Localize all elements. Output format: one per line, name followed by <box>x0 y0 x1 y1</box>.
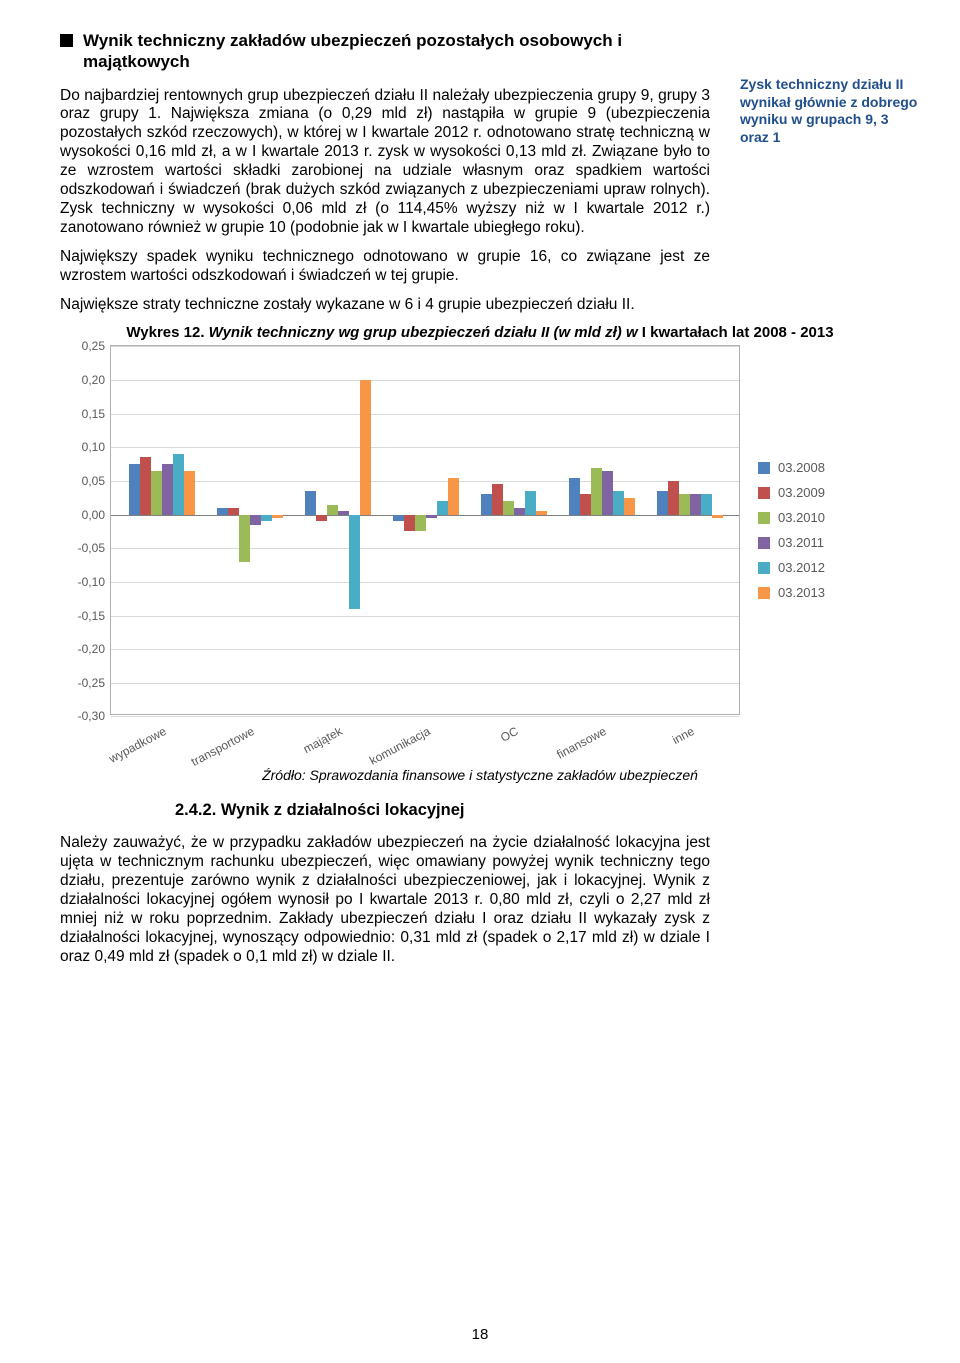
legend-item: 03.2009 <box>758 485 880 500</box>
y-tick-label: -0,20 <box>63 642 105 656</box>
chart-bar <box>525 491 536 515</box>
chart-bar <box>492 484 503 514</box>
chart-bar <box>250 515 261 525</box>
chart-bar <box>349 515 360 609</box>
y-tick-label: 0,15 <box>63 407 105 421</box>
margin-note: Zysk techniczny działu II wynikał główni… <box>740 76 920 146</box>
chart-bar <box>151 471 162 515</box>
chart-plot-area: 0,250,200,150,100,050,00-0,05-0,10-0,15-… <box>110 345 740 715</box>
paragraph-2: Największy spadek wyniku technicznego od… <box>60 248 710 286</box>
chart-bar <box>338 511 349 514</box>
chart-bar <box>173 454 184 515</box>
y-tick-label: -0,05 <box>63 541 105 555</box>
chart-bar <box>569 478 580 515</box>
chart-bar <box>536 511 547 514</box>
chart-bar <box>360 380 371 515</box>
legend-swatch <box>758 537 770 549</box>
y-tick-label: 0,25 <box>63 339 105 353</box>
page-number: 18 <box>0 1326 960 1343</box>
chart-bar <box>129 464 140 514</box>
chart-bar <box>624 498 635 515</box>
legend-label: 03.2011 <box>778 535 824 550</box>
chart-bar <box>327 505 338 515</box>
chart-bar <box>690 494 701 514</box>
legend-label: 03.2010 <box>778 510 825 525</box>
heading-text: Wynik techniczny zakładów ubezpieczeń po… <box>83 30 710 73</box>
chart-bar <box>580 494 591 514</box>
chart-bar <box>602 471 613 515</box>
legend-label: 03.2012 <box>778 560 825 575</box>
chart-bar <box>426 515 437 518</box>
chart-bar <box>217 508 228 515</box>
chart-bar <box>503 501 514 514</box>
section-heading: Wynik techniczny zakładów ubezpieczeń po… <box>60 30 710 73</box>
chart-bar <box>415 515 426 532</box>
bullet-icon <box>60 34 73 47</box>
chart-bar <box>712 515 723 518</box>
y-tick-label: 0,10 <box>63 440 105 454</box>
legend-swatch <box>758 562 770 574</box>
y-tick-label: -0,10 <box>63 575 105 589</box>
chart-title-normal: I kwartałach <box>642 324 732 341</box>
chart-bar <box>239 515 250 562</box>
legend-label: 03.2009 <box>778 485 825 500</box>
legend-label: 03.2013 <box>778 585 825 600</box>
y-tick-label: 0,20 <box>63 373 105 387</box>
chart-bar <box>701 494 712 514</box>
paragraph-1: Do najbardziej rentownych grup ubezpiecz… <box>60 87 710 238</box>
y-tick-label: 0,05 <box>63 474 105 488</box>
chart-title: Wykres 12. Wynik techniczny wg grup ubez… <box>60 324 900 341</box>
legend-item: 03.2012 <box>758 560 880 575</box>
chart-bar <box>679 494 690 514</box>
chart-bar <box>228 508 239 515</box>
chart-bar <box>404 515 415 532</box>
chart-bar <box>591 468 602 515</box>
chart-bar <box>305 491 316 515</box>
legend-swatch <box>758 512 770 524</box>
y-tick-label: -0,15 <box>63 609 105 623</box>
chart-bar <box>393 515 404 522</box>
legend-item: 03.2013 <box>758 585 880 600</box>
chart-bar <box>448 478 459 515</box>
legend-item: 03.2010 <box>758 510 880 525</box>
chart-bar <box>437 501 448 514</box>
subsection-heading: 2.4.2. Wynik z działalności lokacyjnej <box>175 801 900 820</box>
y-tick-label: -0,25 <box>63 676 105 690</box>
chart-bar <box>316 515 327 522</box>
legend-swatch <box>758 487 770 499</box>
chart-bar <box>657 491 668 515</box>
chart-bar <box>481 494 492 514</box>
legend-swatch <box>758 462 770 474</box>
legend-label: 03.2008 <box>778 460 825 475</box>
chart-legend: 03.2008 03.2009 03.2010 03.2011 03.2012 03.20… <box>740 345 880 715</box>
chart-bar <box>184 471 195 515</box>
chart-title-suffix: lat 2008 - 2013 <box>732 324 834 341</box>
chart-bar <box>140 457 151 514</box>
y-tick-label: -0,30 <box>63 709 105 723</box>
chart-title-prefix: Wykres 12. <box>126 324 204 341</box>
y-tick-label: 0,00 <box>63 508 105 522</box>
legend-item: 03.2008 <box>758 460 880 475</box>
chart-container: 0,250,200,150,100,050,00-0,05-0,10-0,15-… <box>60 345 900 715</box>
chart-bar <box>261 515 272 522</box>
legend-swatch <box>758 587 770 599</box>
legend-item: 03.2011 <box>758 535 880 550</box>
paragraph-4: Należy zauważyć, że w przypadku zakładów… <box>60 834 710 966</box>
chart-bar <box>668 481 679 515</box>
chart-bar <box>162 464 173 514</box>
chart-bar <box>514 508 525 515</box>
chart-bar <box>272 515 283 518</box>
chart-title-italic-a: Wynik techniczny wg grup ubezpieczeń dzi… <box>205 324 642 341</box>
chart-bar <box>613 491 624 515</box>
paragraph-3: Największe straty techniczne zostały wyk… <box>60 296 710 315</box>
